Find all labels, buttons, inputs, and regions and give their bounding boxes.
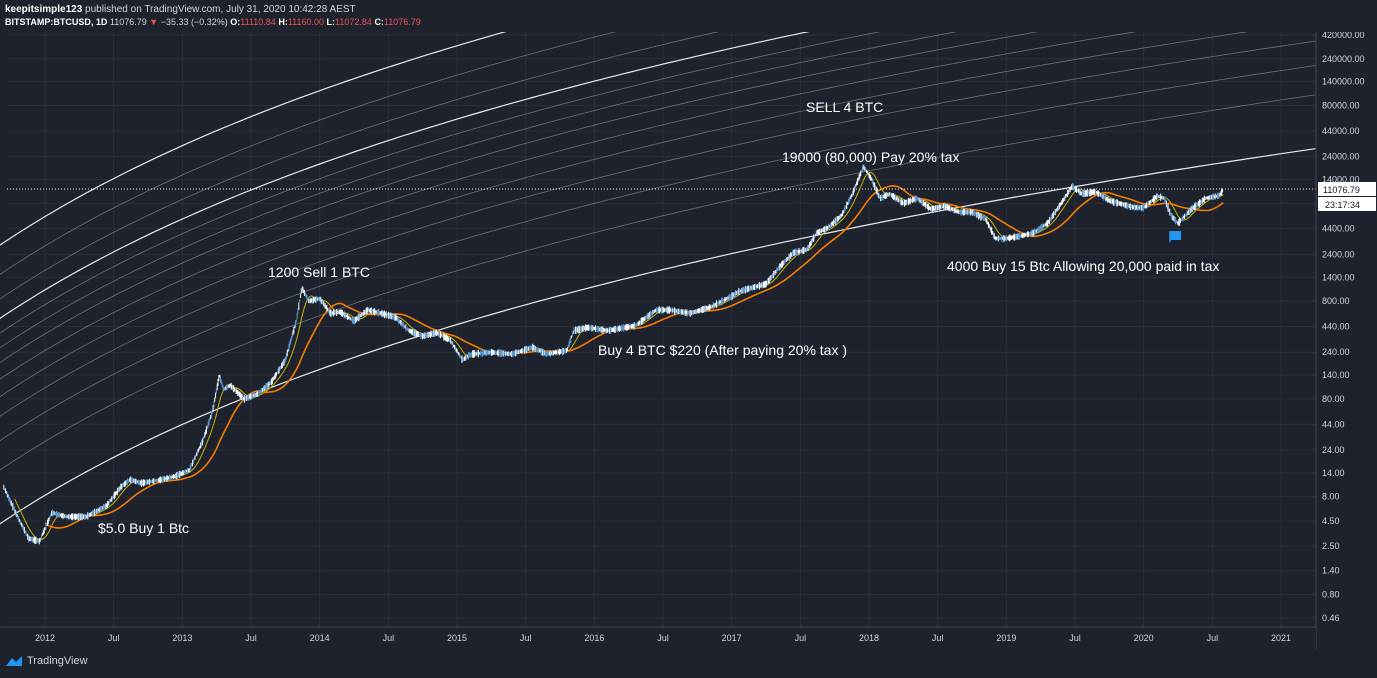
price-tick-label: 80.00 — [1322, 394, 1345, 404]
countdown-tag — [1318, 197, 1376, 211]
down-arrow-icon: ▼ — [149, 17, 159, 27]
flag-marker-icon[interactable] — [1170, 231, 1181, 240]
price-tick-label: 4.50 — [1322, 516, 1340, 526]
time-tick-label: 2018 — [859, 633, 879, 643]
time-tick-label: Jul — [657, 633, 669, 643]
price-tick-label: 0.80 — [1322, 589, 1340, 599]
last-price: 11076.79 — [109, 17, 147, 27]
price-tick-label: 44000.00 — [1322, 126, 1360, 136]
tradingview-logo-icon — [6, 656, 22, 666]
current-price-value: 11076.79 — [1323, 185, 1360, 195]
price-tick-label: 140.00 — [1322, 370, 1350, 380]
candles — [3, 164, 1223, 545]
time-tick-label: Jul — [795, 633, 807, 643]
price-tick-label: 440.00 — [1322, 321, 1350, 331]
price-tick-label: 2400.00 — [1322, 249, 1355, 259]
price-tick-label: 24.00 — [1322, 445, 1345, 455]
price-tick-label: 8.00 — [1322, 492, 1340, 502]
price-tick-label: 24000.00 — [1322, 152, 1360, 162]
tradingview-brand: TradingView — [27, 655, 88, 667]
price-tick-label: 1.40 — [1322, 566, 1340, 576]
time-tick-label: 2013 — [172, 633, 192, 643]
tradingview-logo[interactable]: TradingView — [5, 655, 88, 667]
price-tick-label: 44.00 — [1322, 419, 1345, 429]
time-tick-label: 2017 — [722, 633, 742, 643]
countdown-value: 23:17:34 — [1325, 200, 1360, 210]
time-tick-label: 2012 — [35, 633, 55, 643]
channel-line — [0, 94, 1316, 471]
channel-line — [0, 21, 1316, 398]
time-tick-label: Jul — [108, 633, 120, 643]
symbol-ohlc-line: BITSTAMP:BTCUSD, 1D 11076.79 ▼ −35.33 (−… — [5, 17, 421, 27]
time-tick-label: 2015 — [447, 633, 467, 643]
price-tick-label: 14.00 — [1322, 468, 1345, 478]
price-tick-label: 240000.00 — [1322, 54, 1365, 64]
price-tick-label: 1400.00 — [1322, 272, 1355, 282]
channel-line — [0, 3, 1316, 380]
price-tick-label: 420000.00 — [1322, 30, 1365, 40]
annotation-sell-4-btc: SELL 4 BTC — [806, 99, 883, 115]
time-axis[interactable]: 2012 Jul 2013 Jul 2014 Jul 2015 Jul 2016 Jul 2017 J… — [35, 633, 1291, 643]
time-axis-background — [0, 627, 1316, 650]
low-label: L: — [326, 17, 336, 27]
price-tick-label: 140000.00 — [1322, 77, 1365, 87]
channel-line — [0, 0, 973, 320]
annotation-1200-sell-1-btc: 1200 Sell 1 BTC — [268, 264, 370, 280]
horizontal-gridlines — [7, 34, 1316, 619]
time-tick-label: 2019 — [996, 633, 1016, 643]
rainbow-channel-lines — [0, 0, 1316, 525]
annotation-5-buy-1-btc: $5.0 Buy 1 Btc — [98, 520, 189, 536]
time-tick-label: 2014 — [310, 633, 330, 643]
current-price-tag — [1318, 182, 1376, 196]
time-tick-label: Jul — [245, 633, 257, 643]
price-change: −35.33 (−0.32%) — [160, 17, 228, 27]
channel-line — [0, 0, 628, 246]
high-value: 11160.00 — [287, 17, 325, 27]
time-tick-label: 2020 — [1134, 633, 1154, 643]
time-tick-label: Jul — [932, 633, 944, 643]
author-name[interactable]: keepitsimple123 — [5, 4, 83, 15]
time-tick-label: Jul — [1207, 633, 1219, 643]
annotation-4000-buy-15-btc: 4000 Buy 15 Btc Allowing 20,000 paid in … — [947, 258, 1219, 274]
chart-header: keepitsimple123 published on TradingView… — [0, 0, 1377, 32]
publish-date: published on TradingView.com, July 31, 2… — [85, 4, 356, 15]
channel-line — [0, 65, 1316, 442]
channel-line — [0, 40, 1316, 417]
time-tick-label: Jul — [1069, 633, 1081, 643]
channel-line — [0, 148, 1316, 525]
time-tick-label: Jul — [383, 633, 395, 643]
time-tick-label: Jul — [520, 633, 532, 643]
annotation-19000-pay-tax: 19000 (80,000) Pay 20% tax — [782, 149, 959, 165]
symbol-name[interactable]: BITSTAMP:BTCUSD, 1D — [5, 17, 108, 27]
price-tick-label: 4400.00 — [1322, 224, 1355, 234]
time-tick-label: 2021 — [1271, 633, 1291, 643]
price-tick-label: 14000.00 — [1322, 174, 1360, 184]
open-label: O: — [230, 17, 241, 27]
close-label: C: — [374, 17, 384, 27]
low-value: 11072.84 — [335, 17, 372, 27]
price-tick-label: 80000.00 — [1322, 100, 1360, 110]
price-tick-label: 0.46 — [1322, 613, 1340, 623]
time-tick-label: 2016 — [584, 633, 604, 643]
open-value: 11110.84 — [240, 17, 276, 27]
channel-line — [0, 0, 1054, 334]
price-tick-label: 2.50 — [1322, 541, 1340, 551]
annotation-buy-4-btc-220: Buy 4 BTC $220 (After paying 20% tax ) — [598, 342, 847, 358]
chart-footer: TradingView — [0, 650, 1377, 678]
price-tick-label: 800.00 — [1322, 296, 1350, 306]
close-value: 11076.79 — [383, 17, 421, 27]
price-axis-background — [1316, 32, 1377, 650]
high-label: H: — [278, 17, 288, 27]
price-tick-label: 240.00 — [1322, 347, 1350, 357]
publish-info: keepitsimple123 published on TradingView… — [5, 4, 356, 15]
